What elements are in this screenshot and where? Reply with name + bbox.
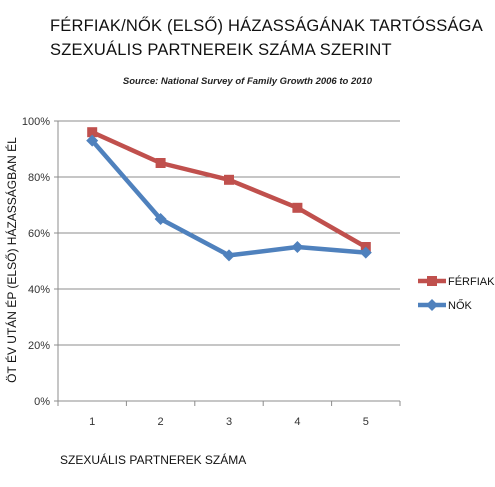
y-tick-label: 40% — [28, 284, 50, 296]
chart-title-line-1: FÉRFIAK/NŐK (ELSŐ) HÁZASSÁGÁNAK TARTÓSSÁ… — [50, 17, 483, 35]
series-line — [89, 138, 369, 258]
y-axis-label: ÖT ÉV UTÁN ÉP (ELSŐ) HÁZASSÁGBAN ÉL — [4, 137, 19, 383]
y-tick-label: 20% — [28, 340, 50, 352]
x-tick-label: 2 — [158, 416, 164, 428]
axes — [57, 121, 400, 402]
data-point — [292, 202, 303, 213]
legend-marker — [426, 299, 438, 311]
chart-title-line-2: SZEXUÁLIS PARTNEREIK SZÁMA SZERINT — [50, 41, 392, 59]
chart-subtitle: Source: National Survey of Family Growth… — [122, 76, 373, 87]
legend-marker — [427, 276, 437, 286]
data-point — [154, 213, 167, 225]
legend: FÉRFIAK NŐK — [418, 275, 495, 312]
data-point — [359, 246, 372, 259]
y-tick-label: 100% — [22, 116, 50, 128]
y-axis-ticks: 0% 20% 40% 60% 80% 100% — [22, 116, 58, 408]
legend-item: FÉRFIAK — [418, 275, 495, 288]
data-point — [87, 127, 98, 138]
legend-label: NŐK — [448, 298, 473, 312]
data-point — [155, 158, 166, 168]
x-tick-label: 3 — [226, 416, 232, 428]
series-n-k — [86, 134, 372, 262]
y-tick-label: 60% — [28, 228, 50, 240]
x-tick-label: 1 — [89, 416, 95, 428]
data-point — [223, 249, 235, 262]
x-tick-label: 4 — [294, 416, 300, 428]
y-tick-label: 80% — [28, 172, 50, 184]
legend-item: NŐK — [418, 298, 473, 312]
y-tick-label: 0% — [34, 396, 50, 408]
data-point — [291, 241, 304, 253]
x-axis-label: SZEXUÁLIS PARTNEREK SZÁMA — [60, 452, 246, 467]
gridlines — [58, 120, 400, 346]
data-point — [86, 134, 99, 147]
legend-label: FÉRFIAK — [448, 275, 495, 288]
series-group — [86, 127, 372, 262]
x-tick-label: 5 — [363, 416, 369, 428]
x-axis-ticks: 1 2 3 4 5 — [57, 401, 401, 428]
chart-title: FÉRFIAK/NŐK (ELSŐ) HÁZASSÁGÁNAK TARTÓSSÁ… — [50, 14, 483, 62]
data-point — [224, 174, 234, 185]
